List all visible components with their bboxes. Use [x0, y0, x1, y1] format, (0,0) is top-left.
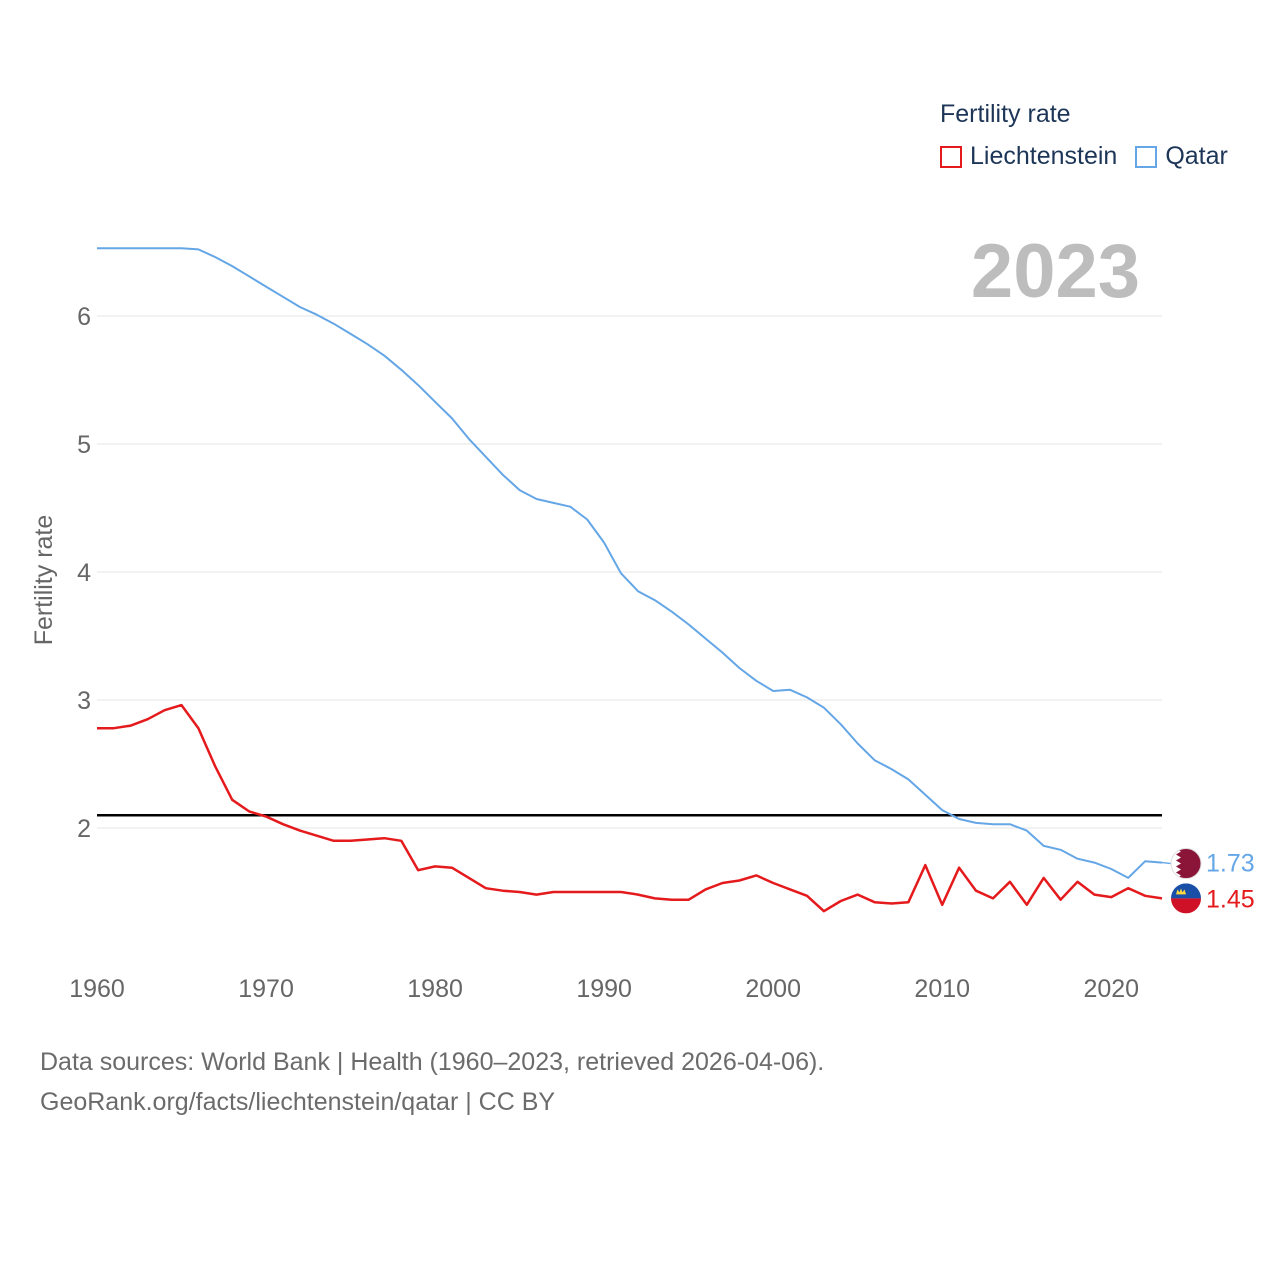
footer: Data sources: World Bank | Health (1960–… [40, 1042, 824, 1122]
legend: Liechtenstein Qatar [940, 142, 1246, 171]
legend-swatch-liechtenstein [940, 145, 962, 168]
gridlines [97, 315, 1162, 829]
series-line-liechtenstein [97, 703, 1163, 913]
qatar-flag-icon [1170, 848, 1202, 880]
x-tick-label: 2020 [1083, 975, 1139, 1003]
qatar-end-value: 1.73 [1206, 850, 1255, 878]
x-tick-label: 2000 [745, 975, 801, 1003]
y-tick-label: 2 [77, 815, 91, 843]
liechtenstein-flag-icon [1171, 883, 1201, 914]
legend-item-qatar[interactable]: Qatar [1135, 142, 1228, 171]
legend-item-liechtenstein[interactable]: Liechtenstein [940, 142, 1117, 171]
footer-url[interactable]: GeoRank.org/facts/liechtenstein/qatar | … [40, 1088, 556, 1116]
y-axis-label: Fertility rate [30, 515, 58, 646]
y-tick-label: 4 [77, 559, 91, 587]
series-line-qatar [97, 247, 1163, 879]
x-axis-ticks: 1960 1970 1980 1990 2000 2010 2020 [69, 975, 1139, 1003]
series-lines [97, 247, 1163, 913]
current-year-label: 2023 [970, 229, 1140, 314]
legend-label-liechtenstein: Liechtenstein [970, 142, 1118, 170]
legend-swatch-qatar [1135, 145, 1158, 168]
y-axis-ticks: 2 3 4 5 6 [77, 303, 91, 843]
x-tick-label: 2010 [914, 975, 970, 1003]
y-tick-label: 6 [77, 303, 91, 331]
x-tick-label: 1980 [407, 975, 463, 1003]
liechtenstein-end-value: 1.45 [1206, 885, 1255, 913]
footer-sources: Data sources: World Bank | Health (1960–… [40, 1048, 825, 1076]
y-tick-label: 5 [77, 431, 91, 459]
x-tick-label: 1970 [238, 975, 294, 1003]
legend-label-qatar: Qatar [1165, 142, 1228, 170]
x-tick-label: 1960 [69, 975, 125, 1003]
x-tick-label: 1990 [576, 975, 632, 1003]
legend-title: Fertility rate [940, 100, 1071, 128]
y-tick-label: 3 [77, 687, 91, 715]
series-end-markers: 1.73 1.45 [1161, 848, 1255, 914]
qatar-end-connector [1161, 861, 1172, 865]
